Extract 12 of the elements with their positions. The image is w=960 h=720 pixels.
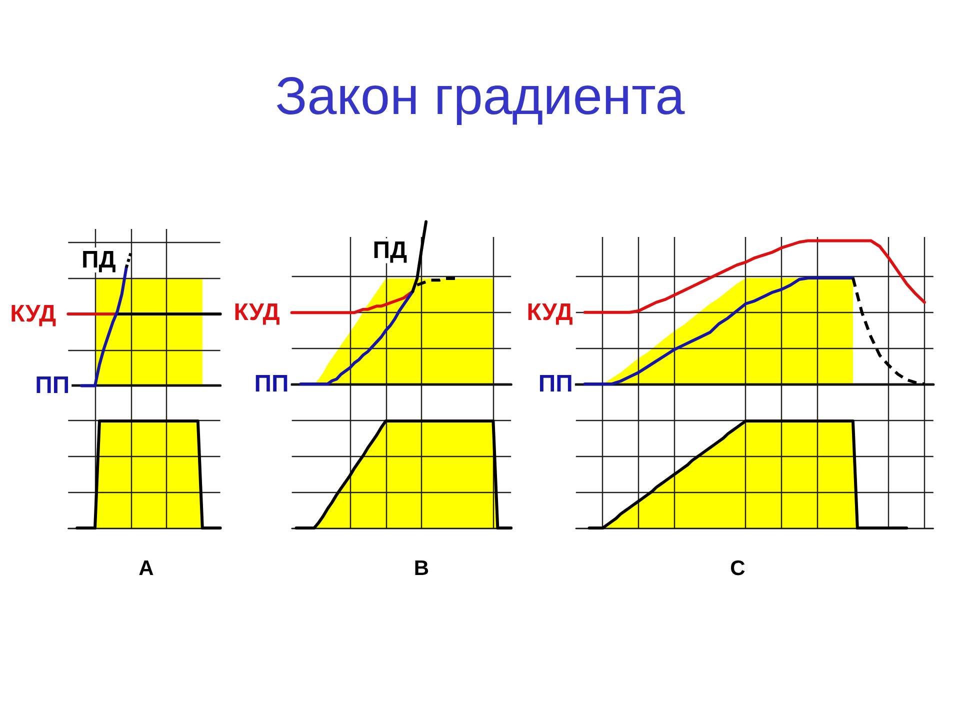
x-axis-title: C (730, 557, 746, 580)
series-label: КУД (10, 300, 56, 328)
series-label: КУД (526, 298, 573, 326)
series-label: ПП (35, 372, 70, 400)
chart-title: Закон градиента (274, 66, 686, 127)
series-label: ПД (372, 237, 408, 264)
series-label: ПП (254, 370, 289, 398)
series-label: ПП (538, 370, 573, 398)
x-axis-title: A (138, 557, 154, 580)
x-axis-title: B (414, 557, 430, 580)
series-label: КУД (234, 299, 280, 326)
series-label: ПД (81, 246, 116, 274)
